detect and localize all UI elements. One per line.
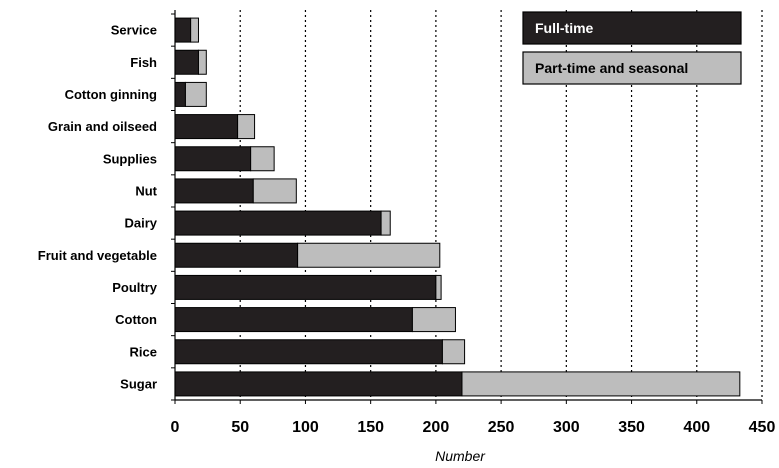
bar-full-time-rice: [174, 339, 443, 365]
x-tick-label: 300: [553, 419, 580, 436]
bar-full-time-sugar: [174, 371, 463, 397]
bar-part-time-cotton: [411, 307, 456, 333]
bar-full-time-poultry: [174, 274, 437, 300]
bar-part-time-fish: [197, 49, 207, 75]
bar-full-time-cotton: [174, 307, 413, 333]
bar-full-time-cotton-ginning: [174, 81, 186, 107]
category-label: Sugar: [120, 376, 157, 391]
legend-label-part-time: Part-time and seasonal: [535, 60, 688, 76]
category-label: Rice: [130, 344, 157, 359]
category-label: Service: [111, 23, 157, 38]
bar-part-time-supplies: [250, 146, 275, 172]
bar-part-time-dairy: [380, 210, 391, 236]
bar-full-time-fruit-and-vegetable: [174, 242, 299, 268]
bar-part-time-nut: [252, 178, 297, 204]
bar-full-time-nut: [174, 178, 254, 204]
category-label: Fish: [130, 55, 157, 70]
x-tick-label: 400: [683, 419, 710, 436]
bar-full-time-fish: [174, 49, 199, 75]
category-label: Supplies: [103, 151, 157, 166]
bar-part-time-fruit-and-vegetable: [297, 242, 441, 268]
x-tick-label: 250: [488, 419, 515, 436]
bar-part-time-grain-and-oilseed: [237, 114, 256, 140]
x-tick-label: 350: [618, 419, 645, 436]
legend: Full-time Part-time and seasonal: [522, 11, 742, 85]
bar-part-time-sugar: [461, 371, 741, 397]
category-label: Fruit and vegetable: [38, 248, 157, 263]
bar-part-time-cotton-ginning: [184, 81, 207, 107]
x-axis-title: Number: [435, 448, 486, 464]
category-label: Grain and oilseed: [48, 119, 157, 134]
bar-part-time-service: [190, 17, 199, 43]
x-tick-label: 50: [231, 419, 249, 436]
category-labels: Service Fish Cotton ginning Grain and oilse…: [38, 23, 158, 392]
bar-part-time-rice: [441, 339, 466, 365]
x-tick-label: 0: [171, 419, 180, 436]
category-label: Cotton: [115, 312, 157, 327]
bar-part-time-poultry: [435, 274, 442, 300]
x-tick-label: 150: [357, 419, 384, 436]
bars: [174, 17, 741, 397]
axes: [171, 10, 763, 404]
bar-full-time-service: [174, 17, 192, 43]
x-tick-labels: 0 50 100 150 200 250 300 350 400 450: [171, 419, 776, 436]
x-tick-label: 200: [423, 419, 450, 436]
category-label: Cotton ginning: [65, 87, 157, 102]
category-label: Nut: [135, 183, 157, 198]
category-label: Poultry: [112, 280, 158, 295]
x-tick-label: 450: [749, 419, 776, 436]
legend-swatch-full-time: [522, 11, 742, 45]
x-tick-label: 100: [292, 419, 319, 436]
bar-full-time-grain-and-oilseed: [174, 114, 239, 140]
category-label: Dairy: [124, 216, 157, 231]
legend-label-full-time: Full-time: [535, 20, 594, 36]
bar-full-time-supplies: [174, 146, 252, 172]
bar-full-time-dairy: [174, 210, 382, 236]
legend-swatch-part-time: [522, 51, 742, 85]
